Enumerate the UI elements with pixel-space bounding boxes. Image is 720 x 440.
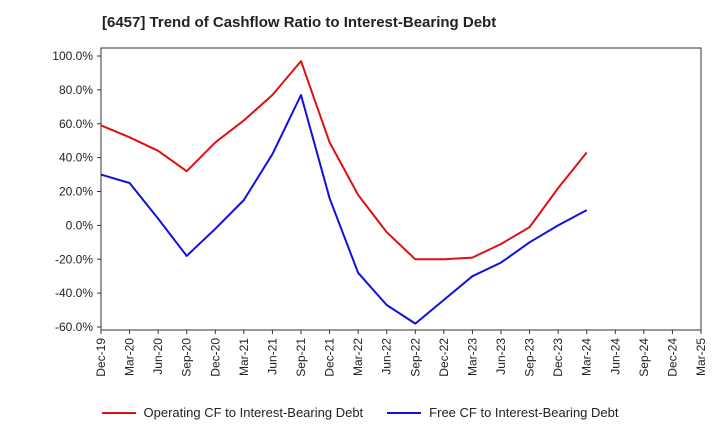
y-tick-label: 0.0% bbox=[66, 218, 94, 232]
plot-frame bbox=[100, 47, 702, 331]
y-tick-label: -60.0% bbox=[55, 320, 93, 334]
x-tick-label: Sep-24 bbox=[637, 338, 651, 377]
x-tick-label: Mar-22 bbox=[351, 338, 365, 376]
legend: Operating CF to Interest-Bearing Debt Fr… bbox=[0, 405, 720, 420]
x-tick-label: Jun-20 bbox=[151, 338, 165, 375]
x-tick-label: Sep-23 bbox=[523, 338, 537, 377]
y-tick-label: -40.0% bbox=[55, 286, 93, 300]
x-tick-label: Mar-24 bbox=[580, 338, 594, 376]
x-tick-label: Mar-25 bbox=[694, 338, 708, 376]
x-tick-label: Jun-21 bbox=[265, 338, 279, 375]
x-tick-label: Dec-20 bbox=[208, 338, 222, 377]
legend-swatch-free bbox=[387, 411, 422, 414]
series-line-free-cf bbox=[100, 94, 588, 325]
legend-label-operating: Operating CF to Interest-Bearing Debt bbox=[143, 405, 364, 420]
y-tick-labels: 100.0% 80.0% 60.0% 40.0% 20.0% 0.0% -20.0% -40.… bbox=[52, 49, 93, 334]
chart-title: [6457] Trend of Cashflow Ratio to Intere… bbox=[102, 14, 497, 31]
x-tick-label: Mar-23 bbox=[465, 338, 479, 376]
x-tick-labels: Dec-19 Mar-20 Jun-20 Sep-20 Dec-20 Mar-21 Jun-… bbox=[94, 338, 708, 377]
x-tick-label: Dec-22 bbox=[437, 338, 451, 377]
y-tick-label: 40.0% bbox=[59, 151, 93, 165]
legend-item-operating: Operating CF to Interest-Bearing Debt bbox=[101, 405, 364, 420]
x-tick-label: Jun-23 bbox=[494, 338, 508, 375]
x-tick-label: Dec-21 bbox=[323, 338, 337, 377]
x-tick-label: Dec-23 bbox=[551, 338, 565, 377]
x-tick-label: Mar-20 bbox=[123, 338, 137, 376]
line-chart: 100.0% 80.0% 60.0% 40.0% 20.0% 0.0% -20.0% -40.… bbox=[52, 47, 708, 377]
y-tick-label: 80.0% bbox=[59, 83, 93, 97]
y-tick-label: 20.0% bbox=[59, 185, 93, 199]
y-tick-label: -20.0% bbox=[55, 252, 93, 266]
y-tick-label: 100.0% bbox=[52, 49, 93, 63]
legend-label-free: Free CF to Interest-Bearing Debt bbox=[429, 405, 619, 420]
x-tick-label: Sep-20 bbox=[180, 338, 194, 377]
series-line-operating-cf bbox=[100, 60, 588, 261]
x-tick-label: Jun-24 bbox=[608, 338, 622, 375]
x-tick-label: Sep-21 bbox=[294, 338, 308, 377]
x-tick-label: Jun-22 bbox=[380, 338, 394, 375]
x-tick-label: Sep-22 bbox=[408, 338, 422, 377]
series-lines bbox=[100, 60, 588, 325]
legend-swatch-operating bbox=[101, 411, 136, 414]
x-tick-label: Mar-21 bbox=[237, 338, 251, 376]
legend-item-free: Free CF to Interest-Bearing Debt bbox=[387, 405, 618, 420]
y-tick-label: 60.0% bbox=[59, 117, 93, 131]
x-tick-label: Dec-24 bbox=[665, 338, 679, 377]
x-tick-label: Dec-19 bbox=[94, 338, 108, 377]
axes bbox=[97, 47, 702, 334]
